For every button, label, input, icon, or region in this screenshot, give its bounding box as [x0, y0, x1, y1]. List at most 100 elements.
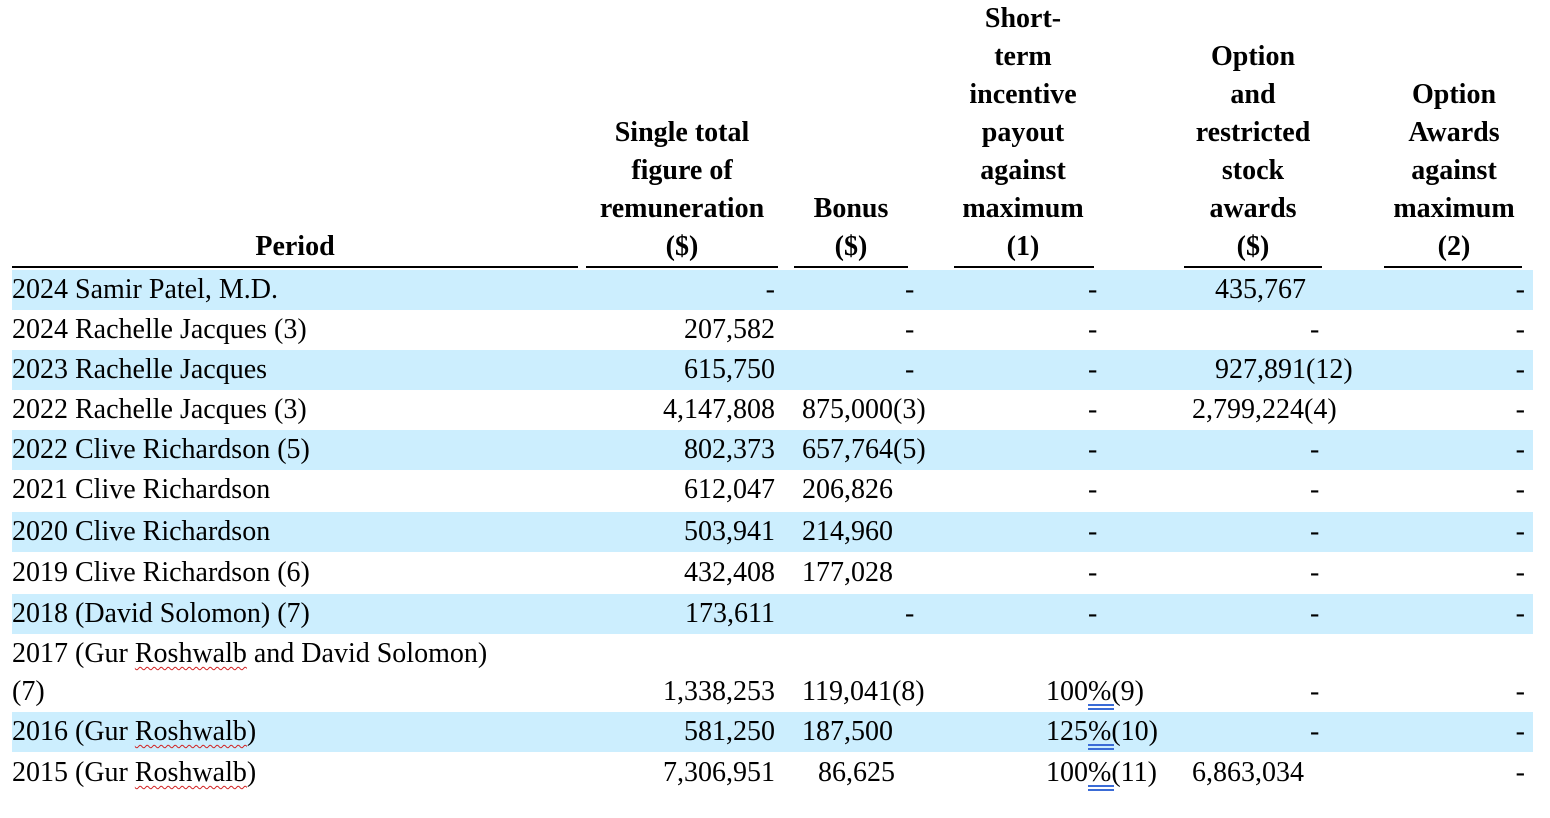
header-total: Single total figure of remuneration ($): [584, 114, 780, 266]
award-cell: -: [1515, 434, 1525, 465]
period-cell: 2020 Clive Richardson: [12, 516, 271, 547]
header-rule: [12, 266, 578, 268]
period-cell: 2022 Clive Richardson (5): [12, 434, 310, 465]
header-total-line: Single total: [614, 117, 750, 148]
bonus-cell: 177,028: [802, 557, 893, 588]
option-cell: -: [1310, 598, 1320, 629]
short-term-cell: -: [1088, 474, 1098, 505]
table-row: 2022 Clive Richardson (5) 802,373 657,76…: [12, 430, 1533, 470]
option-cell: 6,863,034: [1192, 757, 1304, 788]
header-rule: [1184, 266, 1322, 268]
header-option-awards: Option Awards against maximum (2): [1384, 76, 1524, 266]
table-row: 2020 Clive Richardson 503,941 214,960 - …: [12, 512, 1533, 552]
award-cell: -: [1515, 716, 1525, 747]
award-cell: -: [1515, 354, 1525, 385]
period-cell-line1: 2017 (Gur Roshwalb and David Solomon): [12, 634, 487, 674]
period-cell: 2018 (David Solomon) (7): [12, 598, 310, 629]
total-cell: 1,338,253: [663, 676, 775, 707]
header-short-line: Short-: [984, 3, 1062, 34]
bonus-cell: 875,000(3): [802, 394, 926, 425]
total-cell: 7,306,951: [663, 757, 775, 788]
period-cell: 2023 Rachelle Jacques: [12, 354, 268, 385]
header-award-line: maximum: [1393, 193, 1515, 224]
award-cell: -: [1515, 557, 1525, 588]
header-short-line: maximum: [962, 193, 1084, 224]
spellcheck-mark: Roshwalb: [134, 757, 247, 788]
header-period-label: Period: [255, 231, 335, 262]
option-cell: -: [1310, 676, 1320, 707]
header-total-line: figure of: [631, 155, 733, 186]
header-option-line: restricted: [1195, 117, 1311, 148]
header-short-line: term: [994, 41, 1052, 72]
award-cell: -: [1515, 598, 1525, 629]
bonus-cell: -: [905, 598, 915, 629]
table-row: 2024 Rachelle Jacques (3) 207,582 - - - …: [12, 310, 1533, 350]
header-rule: [794, 266, 908, 268]
period-cell: 2015 (Gur Roshwalb): [12, 757, 257, 788]
award-cell: -: [1515, 394, 1525, 425]
header-option-line: and: [1230, 79, 1276, 110]
spellcheck-mark: Roshwalb: [134, 716, 247, 747]
period-text: 2017 (Gur Roshwalb and David Solomon): [12, 638, 488, 669]
header-short-line: (1): [1006, 231, 1040, 262]
header-award-line: (2): [1437, 231, 1471, 262]
bonus-cell: 214,960: [802, 516, 893, 547]
award-cell: -: [1515, 676, 1525, 707]
period-cell: 2024 Samir Patel, M.D.: [12, 274, 278, 305]
bonus-cell: -: [905, 314, 915, 345]
total-cell: -: [765, 274, 775, 305]
total-cell: 4,147,808: [663, 394, 775, 425]
table-row: 2017 (Gur Roshwalb and David Solomon) (7…: [12, 634, 1533, 712]
option-cell: 927,891(12): [1215, 354, 1353, 385]
award-cell: -: [1515, 474, 1525, 505]
header-bonus-line: ($): [834, 231, 868, 262]
short-term-cell: -: [1088, 394, 1098, 425]
header-short-line: payout: [981, 117, 1065, 148]
short-term-cell: 125%(10): [1046, 716, 1158, 747]
option-cell: -: [1310, 516, 1320, 547]
total-cell: 581,250: [684, 716, 775, 747]
short-term-cell: -: [1088, 434, 1098, 465]
option-cell: -: [1310, 474, 1320, 505]
short-term-cell: -: [1088, 598, 1098, 629]
table-row: 2021 Clive Richardson 612,047 206,826 - …: [12, 470, 1533, 510]
bonus-cell: 187,500: [802, 716, 893, 747]
header-period: Period: [12, 228, 578, 266]
header-bonus-line: Bonus: [813, 193, 889, 224]
total-cell: 612,047: [684, 474, 775, 505]
short-term-cell: -: [1088, 274, 1098, 305]
table-row: 2022 Rachelle Jacques (3) 4,147,808 875,…: [12, 390, 1533, 430]
percent-mark: %(: [1088, 757, 1121, 788]
option-cell: -: [1310, 314, 1320, 345]
short-term-cell: -: [1088, 314, 1098, 345]
period-cell: (7): [12, 676, 45, 707]
period-cell: 2022 Rachelle Jacques (3): [12, 394, 307, 425]
period-cell: 2019 Clive Richardson (6): [12, 557, 310, 588]
header-option-line: ($): [1236, 231, 1270, 262]
option-cell: -: [1310, 557, 1320, 588]
spellcheck-mark: Roshwalb: [134, 638, 247, 669]
table-row: 2019 Clive Richardson (6) 432,408 177,02…: [12, 553, 1533, 593]
header-bonus: Bonus ($): [794, 190, 908, 266]
award-cell: -: [1515, 314, 1525, 345]
header-option-line: awards: [1209, 193, 1297, 224]
bonus-cell: -: [905, 354, 915, 385]
total-cell: 615,750: [684, 354, 775, 385]
bonus-cell: 86,625: [818, 757, 895, 788]
table-row: 2018 (David Solomon) (7) 173,611 - - - -: [12, 594, 1533, 634]
header-short-line: incentive: [969, 79, 1077, 110]
option-cell: -: [1310, 716, 1320, 747]
short-term-cell: -: [1088, 354, 1098, 385]
total-cell: 173,611: [685, 598, 775, 629]
period-cell: 2024 Rachelle Jacques (3): [12, 314, 307, 345]
table-row: 2016 (Gur Roshwalb) 581,250 187,500 125%…: [12, 712, 1533, 752]
header-short-line: against: [980, 155, 1066, 186]
header-total-line: ($): [665, 231, 699, 262]
short-term-cell: 100%(9): [1046, 676, 1144, 707]
bonus-cell: 657,764(5): [802, 434, 926, 465]
total-cell: 207,582: [684, 314, 775, 345]
option-cell: 435,767: [1215, 274, 1306, 305]
percent-mark: %(: [1088, 716, 1121, 747]
short-term-cell: -: [1088, 557, 1098, 588]
